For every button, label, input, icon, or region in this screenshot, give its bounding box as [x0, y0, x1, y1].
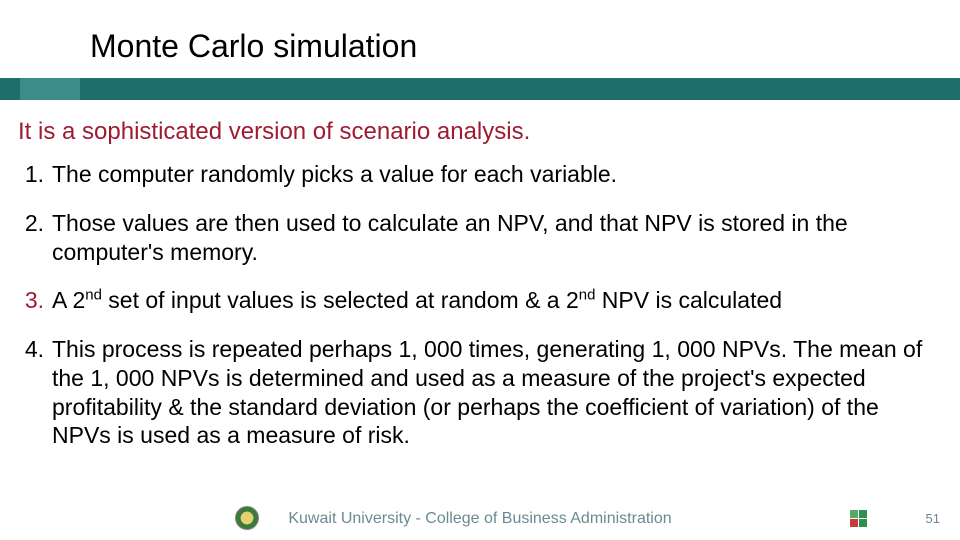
list-item: 2. Those values are then used to calcula… [18, 209, 942, 267]
university-seal-icon [235, 506, 259, 530]
accreditation-logo-icon [850, 510, 898, 528]
footer: Kuwait University - College of Business … [0, 504, 960, 532]
list-item: 3. A 2nd set of input values is selected… [18, 286, 942, 315]
list-item: 4. This process is repeated perhaps 1, 0… [18, 335, 942, 450]
numbered-list: 1. The computer randomly picks a value f… [18, 160, 942, 470]
item-number: 2. [18, 209, 52, 267]
footer-text: Kuwait University - College of Business … [288, 510, 671, 528]
item-number: 3. [18, 286, 52, 315]
page-number: 51 [926, 511, 940, 526]
item-text: The computer randomly picks a value for … [52, 160, 942, 189]
slide-subtitle: It is a sophisticated version of scenari… [18, 118, 530, 146]
title-underline-bar [0, 78, 960, 100]
slide-title: Monte Carlo simulation [90, 28, 417, 65]
list-item: 1. The computer randomly picks a value f… [18, 160, 942, 189]
item-text: A 2nd set of input values is selected at… [52, 286, 942, 315]
item-number: 1. [18, 160, 52, 189]
bar-segment [20, 78, 80, 100]
item-text: Those values are then used to calculate … [52, 209, 942, 267]
item-number: 4. [18, 335, 52, 450]
item-text: This process is repeated perhaps 1, 000 … [52, 335, 942, 450]
